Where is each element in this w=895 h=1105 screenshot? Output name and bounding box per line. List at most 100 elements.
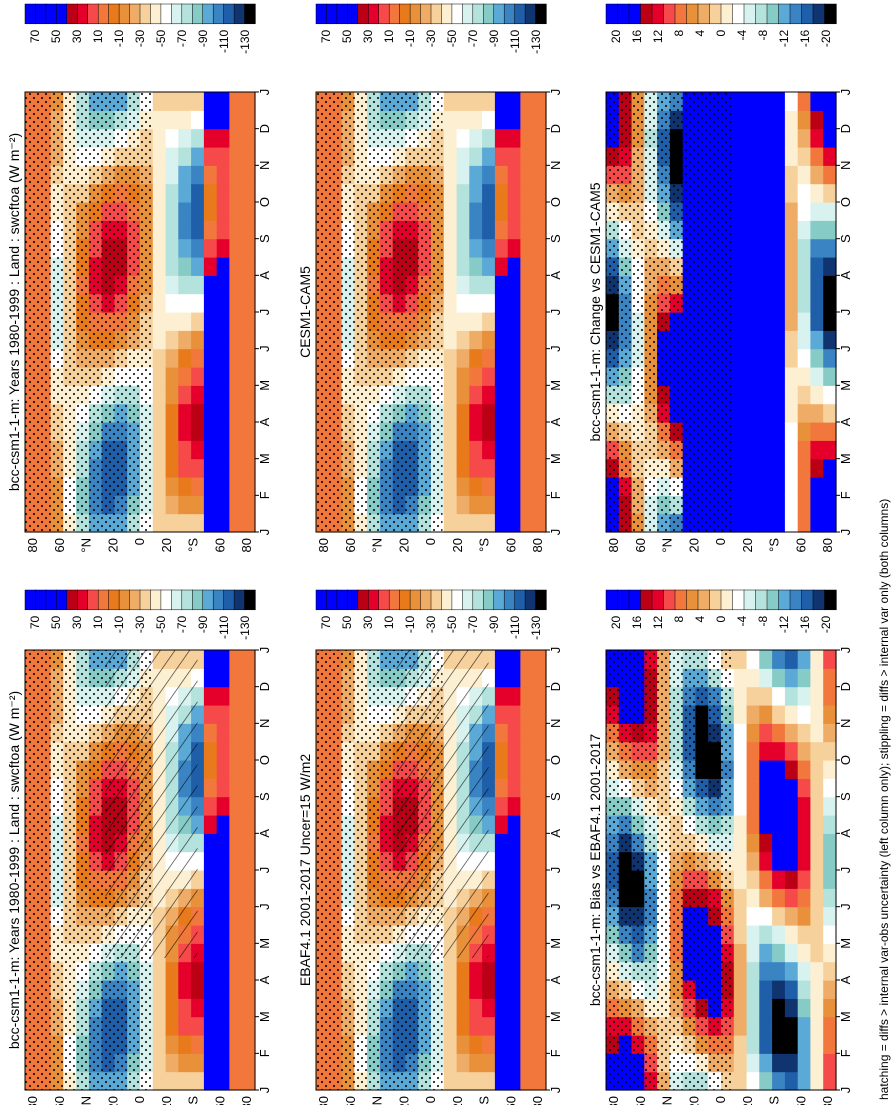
heatmap-cell [810,458,824,478]
heatmap-cell [733,998,748,1018]
heatmap-cell [810,1016,824,1036]
heatmap-cell [746,128,760,148]
heatmap-cell [810,238,824,258]
heatmap-cell [533,312,547,331]
heatmap-cell [733,293,748,313]
heatmap-cell [733,385,748,405]
heatmap-cell [746,495,760,515]
heatmap-cell [759,513,773,533]
heatmap-cell [242,477,256,496]
x-tick-label: J [838,529,853,536]
heatmap-cell [494,147,509,166]
colorbar-swatch [315,589,328,611]
heatmap-cell [152,147,167,166]
colorbar-swatch [378,3,390,25]
panel-title: CESM1-CAM5 [297,266,313,358]
heatmap-cell [482,367,496,386]
heatmap-cell [823,458,837,478]
heatmap-cell [242,110,256,130]
heatmap-cell [456,440,470,460]
heatmap-cell [772,980,786,999]
heatmap-cell [507,458,522,478]
heatmap-cell [216,312,231,331]
y-tick-label: °S [186,1096,201,1105]
heatmap-cell [165,513,179,533]
heatmap-cell [178,293,192,313]
heatmap-cell [520,741,534,761]
heatmap-cell [191,312,205,331]
heatmap-cell [178,330,192,350]
heatmap-cell [242,980,256,999]
heatmap-cell [242,513,256,533]
heatmap-cell [746,870,760,889]
heatmap-cell [152,1035,167,1054]
hatching-overlay [396,650,489,958]
heatmap-cell [494,110,509,130]
heatmap-cell [733,183,748,203]
heatmap-cell [203,888,218,908]
colorbar-swatch [720,3,734,25]
colorbar-swatch [108,3,120,25]
colorbar-label: -110 [508,615,522,638]
heatmap-cell [469,257,483,276]
heatmap-cell [520,815,534,834]
heatmap-cell [469,495,483,515]
heatmap-cell [443,220,458,240]
colorbar-swatch [139,3,152,25]
colorbar-label: -30 [133,29,147,47]
colorbar-swatch [451,3,464,25]
heatmap-cell [507,128,522,148]
heatmap-cell [810,128,824,148]
heatmap-cell [191,980,205,999]
heatmap-cell [810,348,824,368]
heatmap-cell [229,422,243,441]
heatmap-cell [507,998,522,1018]
heatmap-cell [229,686,243,706]
heatmap-cell [242,851,256,871]
heatmap-cell [443,1016,458,1036]
heatmap-cell [482,495,496,515]
heatmap-cell [203,220,218,240]
colorbar-swatch [483,3,495,25]
heatmap-cell [507,760,522,779]
heatmap-cell [443,1071,458,1091]
heatmap-cell [533,293,547,313]
colorbar-swatch [212,3,225,25]
heatmap-cell [178,367,192,386]
colorbar-label: 8 [672,615,686,622]
heatmap-cell [507,220,522,240]
heatmap-cell [520,403,534,423]
heatmap-cell [203,147,218,166]
heatmap-cell [507,741,522,761]
heatmap-cell [759,385,773,405]
heatmap-cell [469,403,483,423]
heatmap-cell [242,238,256,258]
heatmap-cell [823,796,837,816]
heatmap-cell [242,1053,256,1073]
colorbar-swatch [697,589,711,611]
heatmap-cell [203,458,218,478]
heatmap-cell [152,1016,167,1036]
heatmap-cell [229,92,243,111]
y-tick-label: 0 [713,538,728,545]
colorbar-label: -10 [403,615,417,633]
x-tick-label: D [257,124,272,133]
heatmap-cell [165,183,179,203]
heatmap-cell [759,1053,773,1073]
heatmap-cell [784,998,799,1018]
x-tick-label: S [548,792,563,801]
heatmap-cell [733,906,748,926]
heatmap-cell [772,723,786,743]
heatmap-cell [178,92,192,111]
heatmap-cell [759,870,773,889]
heatmap-cell [810,650,824,669]
colorbar-label: -90 [196,615,210,633]
heatmap-cell [784,778,799,798]
heatmap-cell [203,796,218,816]
heatmap-cell [165,220,179,240]
heatmap-cell [456,275,470,295]
heatmap-cell [443,293,458,313]
x-tick-label: J [548,903,563,910]
heatmap-cell [216,961,231,981]
